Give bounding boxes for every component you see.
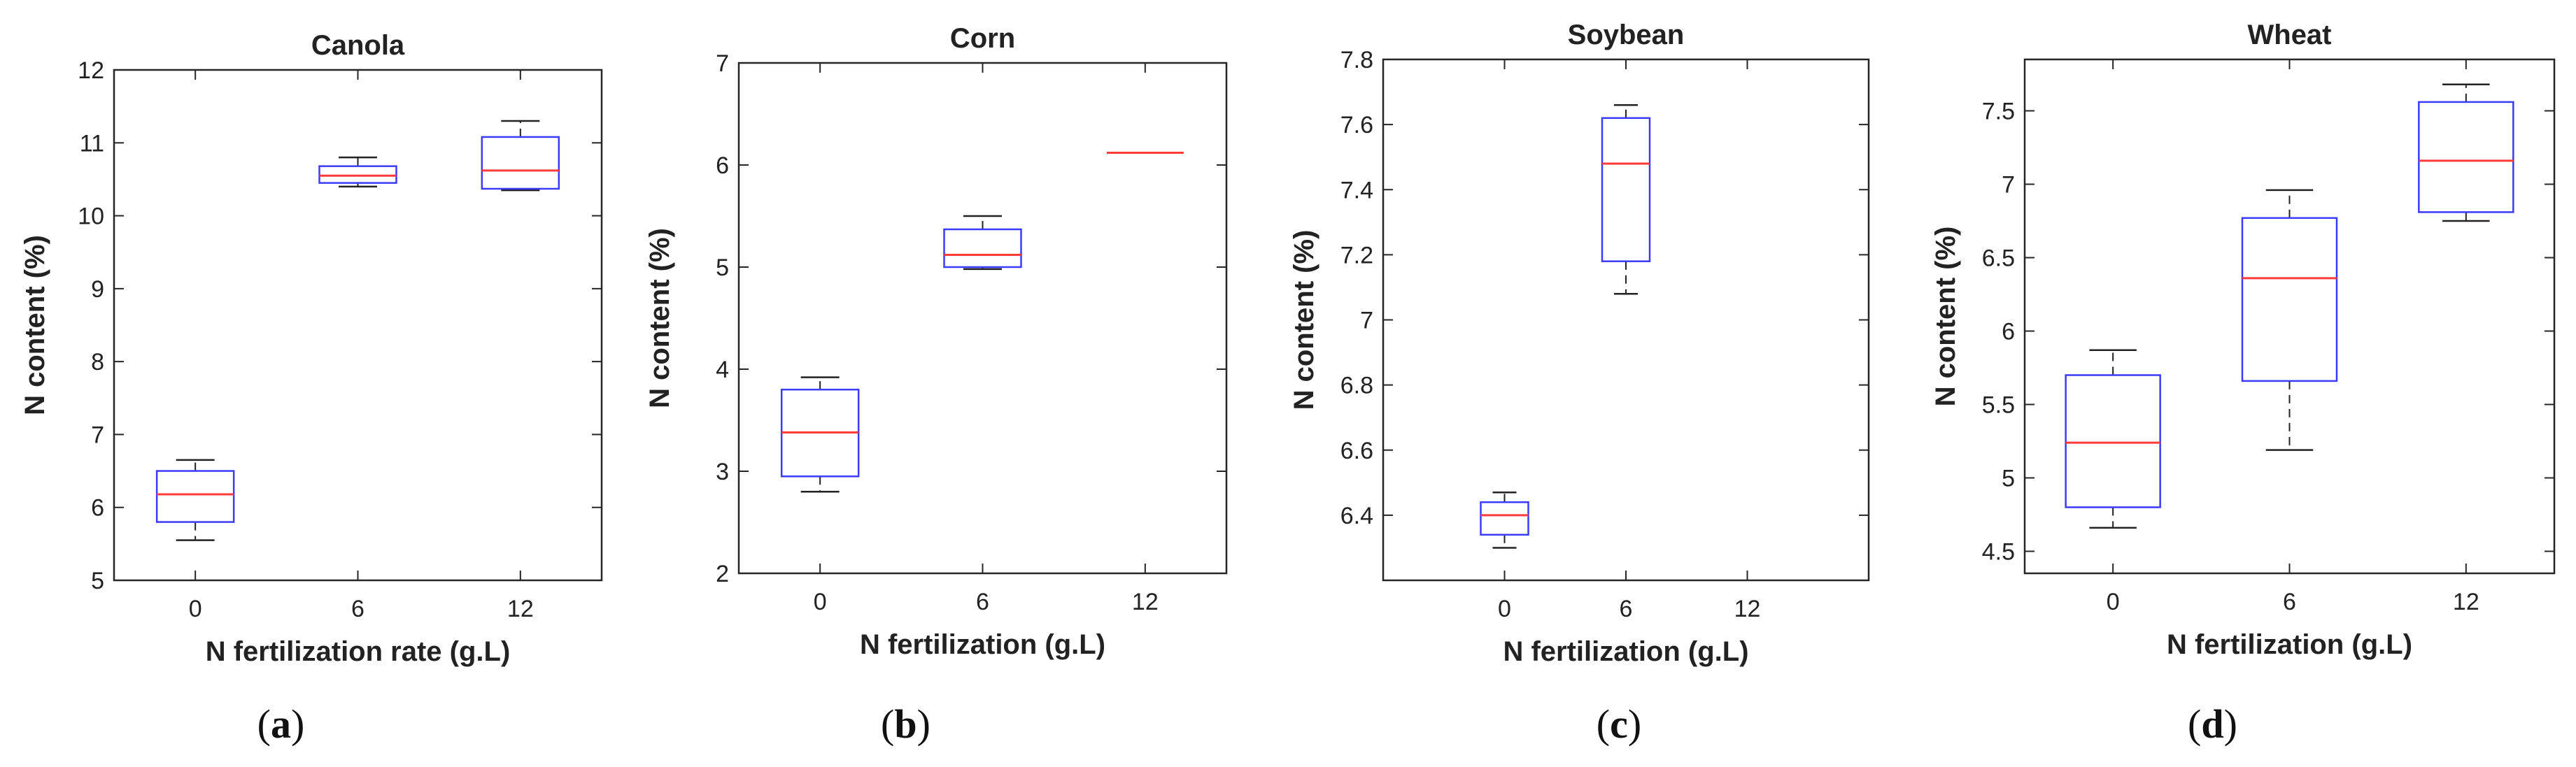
x-tick-label: 12 xyxy=(1734,596,1761,622)
x-tick-label: 0 xyxy=(2107,589,2120,615)
x-axis-label: N fertilization (g.L) xyxy=(860,629,1105,660)
chart-title: Canola xyxy=(311,30,405,61)
iqr-box xyxy=(318,165,397,184)
iqr-box xyxy=(155,470,235,523)
y-tick-label: 4 xyxy=(716,357,729,383)
axes-frame xyxy=(737,62,1228,575)
panel-label: (c) xyxy=(1597,701,1641,747)
y-tick-label: 7 xyxy=(716,50,729,77)
x-tick-label: 12 xyxy=(1132,589,1159,615)
box-6 xyxy=(2241,189,2338,451)
box-6 xyxy=(318,156,397,188)
y-tick-label: 6 xyxy=(716,152,729,179)
panel-label: (d) xyxy=(2188,701,2237,747)
x-tick-label: 12 xyxy=(2453,589,2479,615)
y-tick-label: 5.5 xyxy=(1982,392,2015,419)
x-tick-label: 12 xyxy=(507,596,534,622)
iqr-box xyxy=(2241,217,2338,382)
box-12 xyxy=(2418,83,2514,222)
y-tick-label: 7 xyxy=(91,422,104,448)
y-tick-label: 10 xyxy=(78,203,104,230)
panel-c: 6.4 6.6 6.8 7 7.2 7.4 7.6 7.8 0 6 12 Soybean N ferti… xyxy=(1289,20,1870,747)
box-0 xyxy=(1480,492,1529,549)
chart-title: Soybean xyxy=(1568,20,1685,50)
y-axis-label: N content (%) xyxy=(1289,230,1319,410)
iqr-box xyxy=(2418,101,2514,213)
y-axis-label: N content (%) xyxy=(20,235,50,415)
chart-title: Wheat xyxy=(2248,20,2332,50)
box-0 xyxy=(780,376,860,493)
panel-b: 2 3 4 5 6 7 0 6 12 Corn N fertilization (g.L) N con… xyxy=(644,23,1228,747)
iqr-box xyxy=(1480,501,1529,536)
y-tick-label: 6.6 xyxy=(1340,438,1373,464)
box-0 xyxy=(155,459,235,541)
iqr-box xyxy=(943,228,1022,268)
x-tick-label: 6 xyxy=(351,596,365,622)
y-axis-label: N content (%) xyxy=(1930,227,1961,407)
y-tick-label: 12 xyxy=(78,57,104,84)
x-axis-label: N fertilization (g.L) xyxy=(2167,629,2412,660)
x-tick-label: 0 xyxy=(1498,596,1511,622)
y-tick-label: 4.5 xyxy=(1982,539,2015,566)
y-tick-label: 11 xyxy=(80,130,104,157)
y-tick-label: 7.4 xyxy=(1340,177,1373,203)
panel-d: 4.5 5 5.5 6 6.5 7 7.5 0 6 12 Wheat N fertilization … xyxy=(1930,20,2556,747)
panel-label: (a) xyxy=(257,701,305,747)
y-tick-label: 6 xyxy=(91,495,104,522)
y-tick-label: 3 xyxy=(716,459,729,485)
box-6 xyxy=(1601,103,1651,295)
y-tick-label: 7.6 xyxy=(1340,112,1373,138)
y-tick-label: 7 xyxy=(1360,308,1373,334)
y-tick-label: 7 xyxy=(2002,172,2015,199)
y-tick-label: 6.4 xyxy=(1340,503,1373,529)
x-tick-label: 6 xyxy=(2283,589,2296,615)
x-tick-label: 0 xyxy=(814,589,827,615)
x-tick-label: 6 xyxy=(1620,596,1633,622)
y-tick-label: 5 xyxy=(2002,466,2015,492)
y-tick-label: 7.2 xyxy=(1340,242,1373,268)
x-tick-label: 6 xyxy=(976,589,989,615)
y-tick-label: 6.5 xyxy=(1982,245,2015,272)
y-tick-label: 9 xyxy=(91,276,104,303)
y-tick-label: 7.5 xyxy=(1982,99,2015,125)
y-tick-label: 8 xyxy=(91,349,104,375)
box-6 xyxy=(943,215,1022,271)
iqr-box xyxy=(2065,374,2161,508)
chart-title: Corn xyxy=(950,23,1015,54)
x-axis-label: N fertilization (g.L) xyxy=(1503,636,1748,667)
panel-a: 5 6 7 8 9 10 11 12 0 6 12 Canola N fertilization rat… xyxy=(20,30,603,747)
y-tick-label: 2 xyxy=(716,561,729,587)
panel-label: (b) xyxy=(881,701,930,747)
x-axis-label: N fertilization rate (g.L) xyxy=(206,636,511,667)
x-tick-label: 0 xyxy=(189,596,202,622)
y-tick-label: 5 xyxy=(716,255,729,281)
y-axis-label: N content (%) xyxy=(644,228,675,408)
y-tick-label: 7.8 xyxy=(1340,47,1373,73)
axes-frame xyxy=(2023,58,2556,575)
box-0 xyxy=(2065,349,2161,529)
box-12 xyxy=(481,120,560,192)
axes-frame xyxy=(113,69,603,582)
iqr-box xyxy=(1601,117,1651,262)
y-tick-label: 6 xyxy=(2002,319,2015,345)
axes-frame xyxy=(1382,58,1870,582)
iqr-box xyxy=(481,136,560,190)
y-tick-label: 5 xyxy=(91,568,104,594)
y-tick-label: 6.8 xyxy=(1340,373,1373,399)
